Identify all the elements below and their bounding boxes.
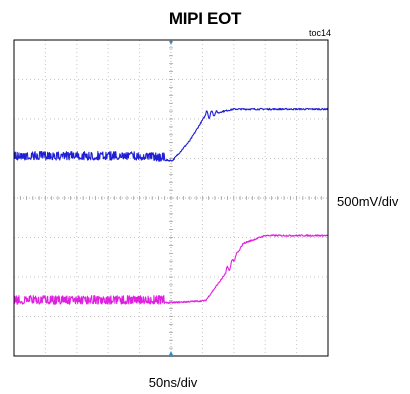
trace-line-1	[13, 107, 329, 162]
trigger-markers	[169, 41, 173, 355]
trigger-marker-top	[169, 41, 173, 45]
grid	[13, 39, 329, 357]
trigger-marker-bottom	[169, 351, 173, 355]
y-scale-label: 500mV/div	[337, 194, 399, 209]
x-scale-label: 50ns/div	[148, 375, 198, 390]
plot-frame	[13, 39, 329, 357]
chart-title: MIPI EOT	[168, 9, 242, 28]
traces	[13, 107, 329, 305]
trace-line-2	[13, 234, 329, 305]
figure-tag: toc14	[308, 28, 331, 38]
